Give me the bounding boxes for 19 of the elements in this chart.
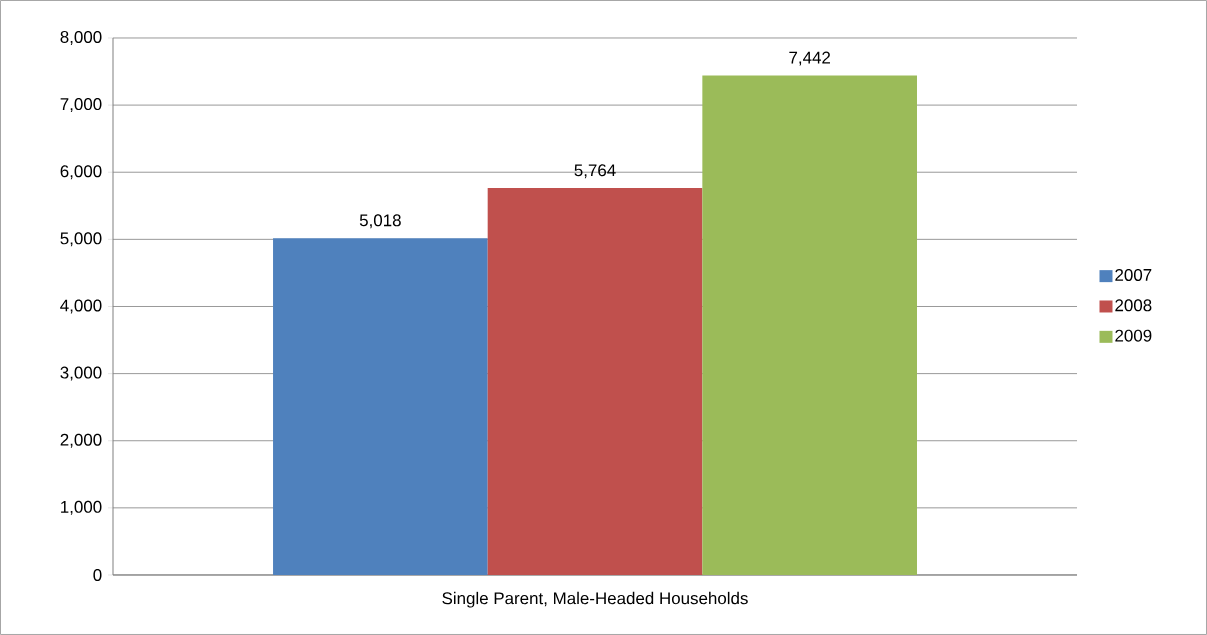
data-label: 5,018 bbox=[359, 214, 401, 229]
y-tick-label: 7,000 bbox=[60, 98, 102, 113]
data-label: 7,442 bbox=[789, 51, 830, 66]
y-tick-label: 5,000 bbox=[60, 232, 102, 247]
y-tick-label: 6,000 bbox=[60, 165, 102, 180]
bar bbox=[487, 188, 703, 575]
y-tick-label: 1,000 bbox=[61, 500, 102, 515]
bar bbox=[273, 238, 488, 575]
bar bbox=[702, 75, 917, 575]
data-label: 5,764 bbox=[574, 164, 616, 179]
y-tick-label: 0 bbox=[93, 568, 102, 581]
y-tick-label: 3,000 bbox=[60, 366, 102, 381]
legend-label: 2008 bbox=[1115, 299, 1152, 312]
y-tick-label: 4,000 bbox=[60, 299, 102, 314]
y-tick-label: 2,000 bbox=[60, 433, 102, 448]
x-tick-label: Single Parent, Male-Headed Households bbox=[442, 591, 748, 608]
legend-label: 2007 bbox=[1115, 268, 1152, 281]
y-tick-label: 8,000 bbox=[60, 30, 102, 45]
legend-label: 2009 bbox=[1115, 329, 1152, 342]
